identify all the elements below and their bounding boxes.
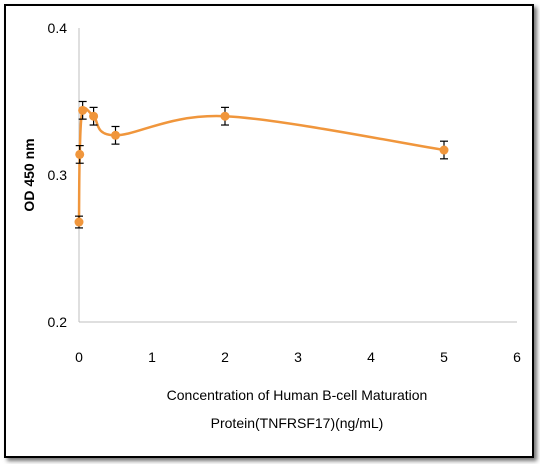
x-tick-label: 3 [294, 349, 302, 365]
x-tick-label: 4 [367, 349, 375, 365]
data-point [111, 130, 120, 140]
data-points [74, 105, 449, 227]
chart-frame [4, 4, 534, 458]
x-tick-label: 5 [440, 349, 448, 365]
data-point [220, 111, 230, 121]
y-tick-label: 0.2 [48, 314, 68, 330]
x-tick-label: 0 [75, 349, 83, 365]
tick-labels: 0 1 2 3 4 5 6 0.2 0.3 0.4 [48, 20, 522, 365]
y-tick-label: 0.3 [48, 167, 68, 183]
axes [78, 28, 517, 323]
data-point [75, 149, 85, 159]
data-point [439, 145, 449, 155]
y-tick-label: 0.4 [48, 20, 68, 36]
data-point [74, 217, 84, 227]
x-tick-label: 2 [221, 349, 229, 365]
x-tick-label: 6 [513, 349, 521, 365]
data-point [89, 111, 99, 121]
series-line [77, 106, 445, 223]
data-point [78, 105, 88, 115]
x-tick-label: 1 [148, 349, 156, 365]
x-axis-label-line-2: Protein(TNFRSF17)(ng/mL) [211, 415, 384, 431]
x-axis-label-line-1: Concentration of Human B-cell Maturation [167, 387, 428, 403]
y-axis-label: OD 450 nm [21, 138, 37, 211]
